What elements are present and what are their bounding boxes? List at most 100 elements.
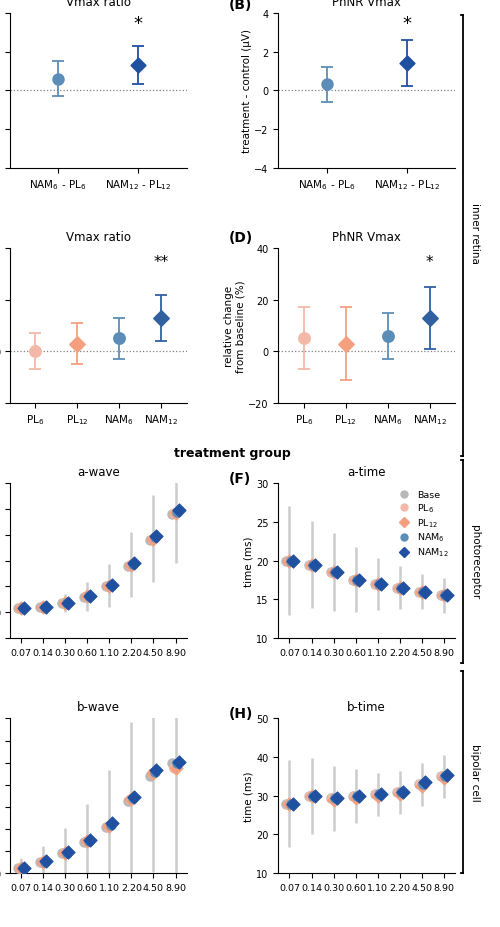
NAM₆ <box>287 796 295 811</box>
NAM₆ <box>309 557 317 572</box>
Base <box>393 580 401 595</box>
NAM₆ <box>375 787 383 802</box>
PL₁₂ <box>308 789 316 804</box>
Title: b-time: b-time <box>348 701 386 714</box>
NAM₁₂ <box>310 789 318 804</box>
Base <box>326 791 334 806</box>
NAM₆ <box>173 756 181 770</box>
Base <box>348 573 356 588</box>
PL₆ <box>82 833 90 848</box>
PL₁₂ <box>106 819 114 833</box>
Text: (H): (H) <box>229 706 254 720</box>
PL₆ <box>148 766 156 781</box>
NAM₆ <box>107 578 115 593</box>
NAM₁₂ <box>377 787 385 802</box>
Point <box>31 345 39 360</box>
NAM₁₂ <box>399 580 407 595</box>
Text: *: * <box>402 15 411 33</box>
Text: *: * <box>426 255 434 270</box>
Text: (D): (D) <box>229 230 253 245</box>
Text: inner retina: inner retina <box>470 203 480 264</box>
Base <box>36 600 44 615</box>
PL₁₂ <box>106 578 114 593</box>
Base <box>370 787 378 802</box>
NAM₁₂ <box>174 503 182 518</box>
Base <box>102 819 110 834</box>
Title: Vmax ratio: Vmax ratio <box>66 231 131 244</box>
PL₆ <box>328 791 336 806</box>
PL₁₂ <box>150 532 158 547</box>
Point <box>384 329 392 344</box>
NAM₆ <box>129 791 137 806</box>
Title: PhNR Vmax: PhNR Vmax <box>332 0 401 8</box>
Legend: Base, PL$_6$, PL$_{12}$, NAM$_6$, NAM$_{12}$: Base, PL$_6$, PL$_{12}$, NAM$_6$, NAM$_{… <box>393 489 450 561</box>
Base <box>168 756 176 770</box>
PL₆ <box>148 532 156 547</box>
NAM₁₂ <box>332 565 340 580</box>
PL₁₂ <box>286 553 294 568</box>
PL₆ <box>60 596 68 611</box>
PL₁₂ <box>330 793 338 807</box>
Base <box>370 577 378 591</box>
Title: Vmax ratio: Vmax ratio <box>66 0 131 8</box>
PL₁₂ <box>61 845 69 860</box>
Text: (B): (B) <box>229 0 252 12</box>
Base <box>282 796 290 811</box>
PL₁₂ <box>374 789 382 804</box>
PL₁₂ <box>84 590 92 604</box>
NAM₆ <box>84 833 92 848</box>
PL₆ <box>350 573 358 588</box>
NAM₆ <box>309 789 317 804</box>
PL₆ <box>104 578 112 593</box>
PL₆ <box>394 784 402 799</box>
PL₆ <box>372 577 380 591</box>
Base <box>393 784 401 799</box>
Base <box>124 559 132 574</box>
Point <box>322 78 330 93</box>
PL₆ <box>416 777 424 792</box>
PL₆ <box>60 845 68 860</box>
Base <box>415 585 423 600</box>
Text: photoreceptor: photoreceptor <box>470 525 480 599</box>
PL₁₂ <box>374 577 382 591</box>
PL₆ <box>284 553 292 568</box>
PL₁₂ <box>440 589 448 603</box>
Base <box>437 589 445 603</box>
Y-axis label: time (ms): time (ms) <box>244 536 254 586</box>
Y-axis label: relative change
from baseline (%): relative change from baseline (%) <box>224 280 246 373</box>
Base <box>14 602 22 616</box>
Base <box>58 846 66 861</box>
Base <box>326 565 334 580</box>
Text: treatment group: treatment group <box>174 446 291 459</box>
Point <box>54 72 62 87</box>
NAM₁₂ <box>20 602 28 616</box>
NAM₆ <box>40 600 48 615</box>
PL₁₂ <box>352 573 360 588</box>
Base <box>80 590 88 604</box>
PL₆ <box>438 589 446 603</box>
PL₁₂ <box>128 792 136 806</box>
NAM₆ <box>331 791 339 806</box>
NAM₁₂ <box>42 854 50 869</box>
Text: **: ** <box>154 255 169 270</box>
Base <box>304 789 312 804</box>
NAM₆ <box>331 565 339 580</box>
PL₆ <box>104 819 112 833</box>
PL₁₂ <box>17 602 25 616</box>
NAM₁₂ <box>174 755 182 769</box>
PL₁₂ <box>172 761 179 776</box>
NAM₁₂ <box>421 775 429 790</box>
PL₁₂ <box>440 771 448 786</box>
Base <box>80 835 88 850</box>
PL₁₂ <box>39 600 47 615</box>
Text: *: * <box>134 15 143 33</box>
Point <box>300 332 308 347</box>
NAM₆ <box>375 577 383 591</box>
PL₁₂ <box>17 860 25 875</box>
PL₁₂ <box>308 557 316 572</box>
NAM₆ <box>62 845 70 860</box>
NAM₆ <box>398 784 406 799</box>
PL₆ <box>82 590 90 604</box>
PL₁₂ <box>396 787 404 802</box>
PL₁₂ <box>418 779 426 794</box>
